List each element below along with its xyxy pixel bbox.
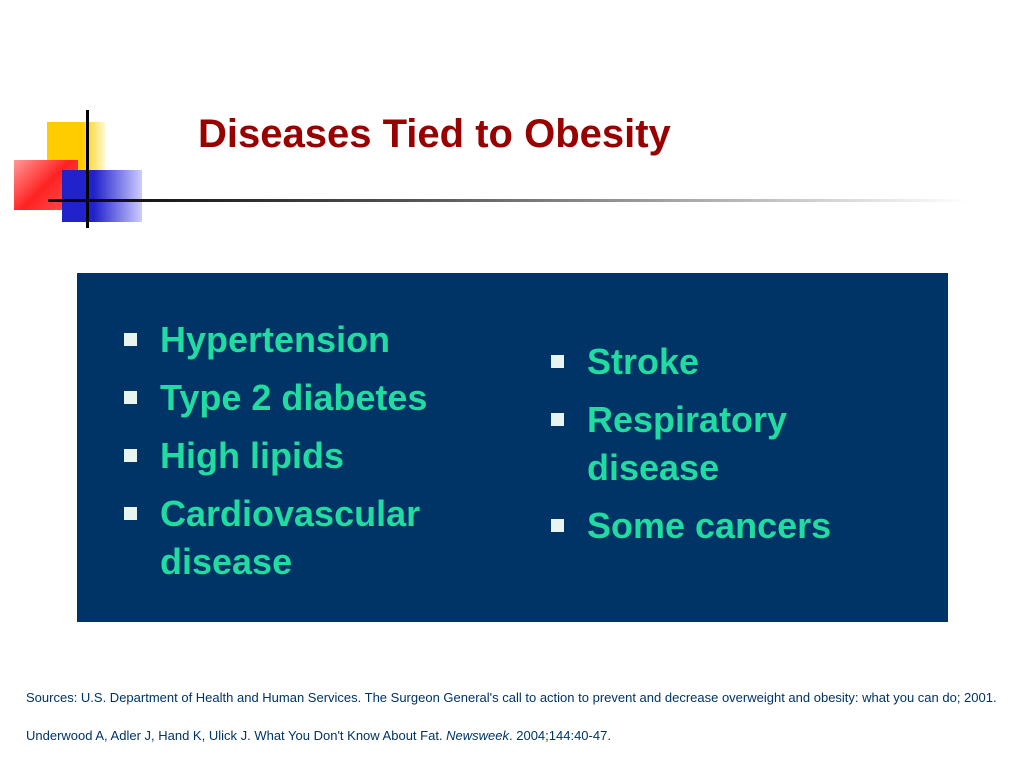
bullet-item: Some cancers (551, 502, 851, 550)
deco-blue (62, 170, 142, 222)
deco-vline (86, 110, 89, 228)
source-journal: Newsweek (446, 728, 510, 743)
source-1: Sources: U.S. Department of Health and H… (26, 690, 997, 705)
bullet-item: Stroke (551, 338, 851, 386)
bullet-item: High lipids (124, 432, 454, 480)
bullet-item: Respiratory disease (551, 396, 851, 492)
bullet-item: Cardiovascular disease (124, 490, 454, 586)
slide-title: Diseases Tied to Obesity (198, 112, 671, 156)
left-list: Hypertension Type 2 diabetes High lipids Ca… (124, 316, 454, 596)
content-box (77, 273, 948, 622)
source-2: Underwood A, Adler J, Hand K, Ulick J. W… (26, 727, 611, 744)
bullet-item: Type 2 diabetes (124, 374, 454, 422)
right-list: Stroke Respiratory disease Some cancers (551, 338, 851, 560)
bullet-item: Hypertension (124, 316, 454, 364)
source-text: . 2004;144:40-47. (509, 728, 611, 743)
deco-hline (48, 199, 968, 202)
source-text: Underwood A, Adler J, Hand K, Ulick J. W… (26, 728, 447, 743)
